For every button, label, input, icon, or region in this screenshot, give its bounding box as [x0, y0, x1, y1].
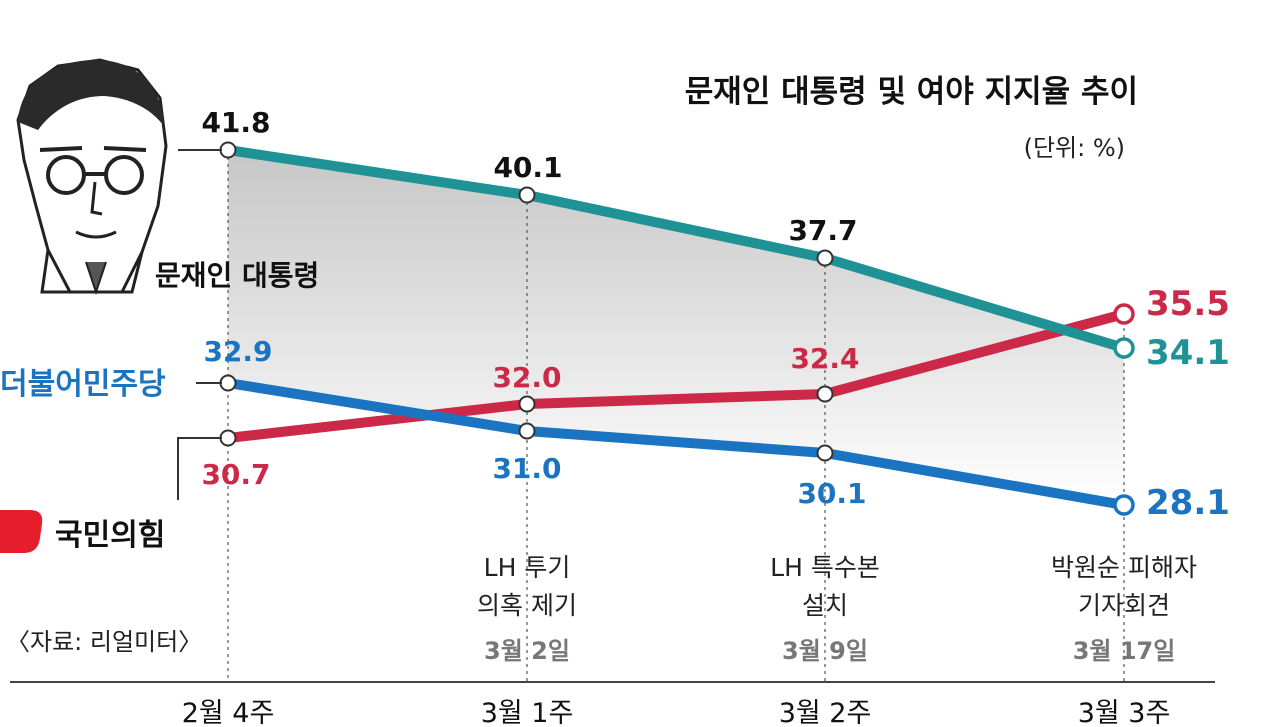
annotation-text: LH 투기	[484, 553, 571, 582]
annotation-date: 3월 17일	[1073, 637, 1176, 665]
annotation-text: 박원순 피해자	[1051, 553, 1197, 582]
legend-ppp: 국민의힘	[0, 437, 222, 553]
series-line	[223, 309, 1129, 443]
annotation-text: 기자회견	[1078, 591, 1170, 620]
x-tick-label: 3월 1주	[481, 698, 574, 727]
annotation-text: 설치	[802, 591, 848, 620]
data-label: 34.1	[1146, 333, 1230, 373]
president-portrait	[16, 58, 168, 296]
series-line	[223, 145, 1129, 353]
legend-moon: 문재인 대통령	[155, 149, 319, 292]
data-labels: 41.8 40.1 37.7 34.1 32.9 31.0 30.1 28.1 30.7 32.0…	[201, 106, 1229, 523]
data-label: 30.1	[797, 477, 866, 510]
annotation-text: LH 특수본	[770, 553, 880, 582]
ppp-logo-icon	[0, 510, 43, 553]
source-label: 〈자료: 리얼미터〉	[6, 628, 202, 656]
data-point	[219, 141, 237, 159]
legend-minjoo-label: 더불어민주당	[0, 367, 166, 402]
annotation-date: 3월 9일	[782, 637, 868, 665]
annotation-text: 의혹 제기	[477, 591, 577, 620]
series-lines	[223, 145, 1129, 510]
data-label: 40.1	[493, 151, 562, 184]
legend-moon-label: 문재인 대통령	[155, 259, 319, 292]
data-label: 35.5	[1146, 284, 1230, 324]
data-point	[518, 422, 536, 440]
chart-title: 문재인 대통령 및 여야 지지율 추이	[685, 74, 1138, 110]
data-point	[816, 444, 834, 462]
data-point	[816, 385, 834, 403]
unit-label: (단위: %)	[1024, 134, 1125, 162]
data-label: 31.0	[492, 452, 561, 485]
data-label: 41.8	[201, 106, 270, 139]
data-point	[219, 374, 237, 392]
series-line	[223, 378, 1129, 510]
data-label: 32.4	[790, 342, 859, 375]
x-tick-label: 2월 4주	[182, 698, 275, 727]
data-label: 30.7	[201, 458, 270, 491]
gap-fill-area	[228, 150, 1124, 505]
x-tick-labels: 2월 4주 3월 1주 3월 2주 3월 3주	[182, 698, 1171, 727]
data-point	[816, 249, 834, 267]
data-label: 28.1	[1146, 483, 1230, 523]
gap-fill-polygon	[228, 150, 1124, 505]
legend-ppp-leader	[177, 437, 222, 500]
data-point	[1113, 337, 1135, 359]
legend-minjoo: 더불어민주당	[0, 367, 222, 402]
legend-ppp-label: 국민의힘	[55, 518, 165, 553]
data-point	[219, 429, 237, 447]
annotation-date: 3월 2일	[484, 637, 570, 665]
data-label: 37.7	[788, 214, 857, 247]
data-label: 32.0	[492, 361, 561, 394]
series-points	[219, 141, 1135, 516]
x-tick-label: 3월 3주	[1078, 698, 1171, 727]
data-label: 32.9	[203, 335, 272, 368]
data-point	[518, 395, 536, 413]
x-tick-label: 3월 2주	[779, 698, 872, 727]
data-point	[1113, 303, 1135, 325]
data-point	[518, 186, 536, 204]
data-point	[1113, 494, 1135, 516]
